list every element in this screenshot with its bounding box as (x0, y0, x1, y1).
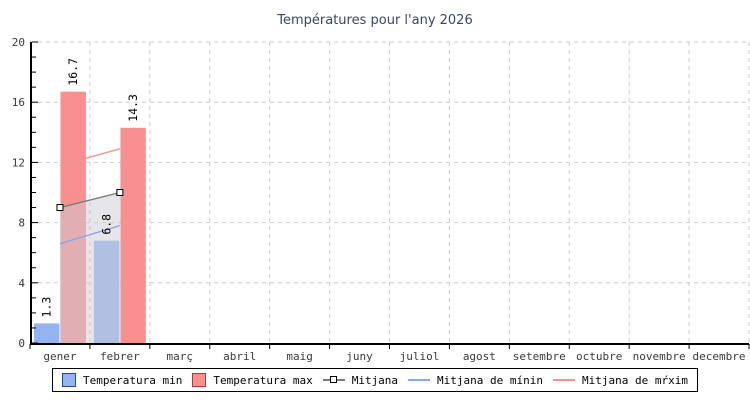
bar-temperatura-min-gener (33, 323, 60, 343)
legend-swatch-marker-line (322, 376, 345, 383)
x-tick-label-març: març (167, 350, 194, 363)
y-tick-label: 4 (18, 277, 25, 290)
line-mitjana-de-mínin (59, 224, 121, 245)
marker-square (56, 204, 64, 212)
bar-value-label: 14.3 (126, 94, 140, 122)
legend-item-mitjana: Mitjana (322, 373, 399, 387)
gridlines (30, 41, 750, 343)
x-tick-label-novembre: novembre (633, 350, 686, 363)
bar-value-label: 1.3 (40, 297, 54, 318)
legend-item-mitjana-de-mŕxim: Mitjana de mŕxim (553, 374, 688, 387)
legend-label: Mitjana de mŕxim (582, 373, 688, 387)
bar-value-label: 16.7 (66, 58, 80, 86)
legend-swatch-line (408, 379, 431, 381)
line-mitjana (59, 191, 121, 209)
y-tick-label: 16 (12, 96, 25, 109)
x-tick-label-decembre: decembre (693, 350, 746, 363)
x-tick-label-juny: juny (346, 350, 373, 363)
x-tick-label-juliol: juliol (400, 350, 440, 363)
x-tick-label-octubre: octubre (576, 350, 622, 363)
y-tick-label: 8 (18, 217, 25, 230)
x-tick-label-maig: maig (286, 350, 313, 363)
legend-label: Mitjana de mínin (437, 373, 544, 387)
x-tick-label-abril: abril (223, 350, 256, 363)
axes (29, 41, 750, 349)
legend-swatch-box (62, 373, 77, 387)
bar-temperatura-max-febrer (120, 127, 146, 343)
legend-swatch-box (192, 373, 207, 387)
legend-swatch-line (553, 379, 576, 381)
y-tick-label: 12 (12, 156, 25, 169)
x-tick-label-agost: agost (463, 350, 496, 363)
x-tick-label-setembre: setembre (513, 350, 566, 363)
y-tick-label: 20 (12, 36, 25, 49)
axis-labels: 0 4 8 12 16 20 gener febrer març abril maig juny jul… (12, 36, 746, 363)
bar-value-label: 6.8 (100, 214, 114, 235)
chart-title: Températures pour l'any 2026 (277, 13, 473, 28)
legend-swatch-marker (329, 376, 337, 383)
y-tick-label: 0 (18, 337, 25, 350)
line-mitjana-de-mŕxim (59, 148, 121, 167)
legend-item-temperatura-min: Temperatura min (62, 373, 182, 387)
legend-label: Mitjana (351, 373, 399, 387)
x-tick-label-febrer: febrer (100, 350, 140, 363)
chart-legend: Temperatura min Temperatura max Mitjana Mit… (52, 368, 698, 392)
legend-item-temperatura-max: Temperatura max (192, 373, 313, 387)
marker-square (116, 189, 124, 196)
chart-plot: 0 4 8 12 16 20 gener febrer març abril maig juny jul… (12, 36, 750, 363)
x-tick-label-gener: gener (43, 350, 76, 363)
legend-item-mitjana-de-mínin: Mitjana de mínin (408, 374, 543, 387)
legend-label: Temperatura min (83, 373, 183, 387)
legend-label: Temperatura max (213, 373, 313, 387)
